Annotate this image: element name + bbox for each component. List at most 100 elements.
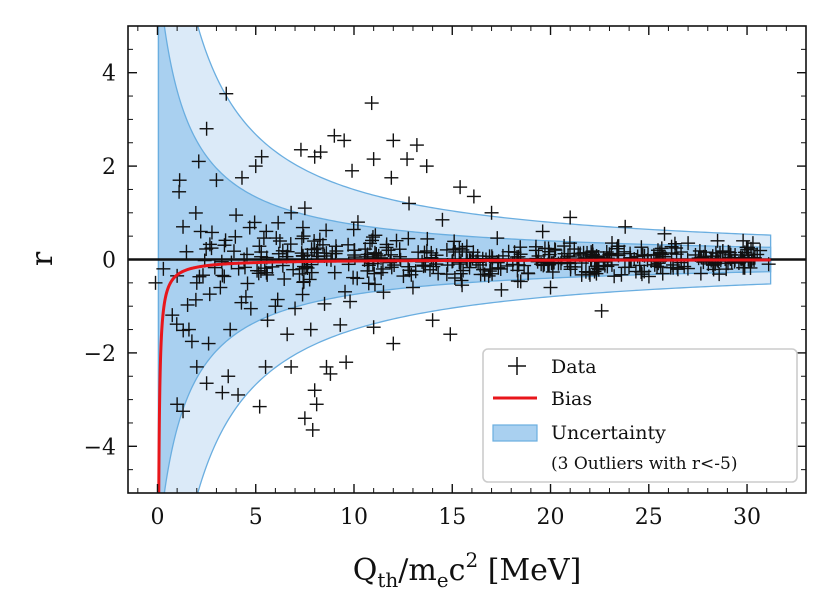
data-point [364,96,379,111]
data-point [456,263,471,278]
data-point [234,170,249,185]
data-point [405,280,420,295]
data-point [747,250,762,265]
data-point [425,313,440,328]
data-point [295,287,310,302]
data-point [528,239,543,254]
data-point [521,266,536,281]
data-point [327,265,342,280]
data-point [484,205,499,220]
legend-label-data: Data [551,356,597,378]
data-point [148,275,163,290]
data-point [401,231,416,246]
bias-curve [157,258,771,493]
data-point [343,294,358,309]
plot-area [128,26,806,493]
data-point [297,411,312,426]
data-point [202,287,217,302]
data-point [379,237,394,252]
data-point [234,295,249,310]
data-point [482,264,497,279]
data-point [284,359,299,374]
data-point [453,180,468,195]
data-point [431,266,446,281]
data-point [317,296,332,311]
data-point [366,320,381,335]
data-point [681,236,696,251]
y-tick-label: −4 [84,435,116,460]
data-point [176,323,191,338]
x-axis-ticks: 0 5 10 15 20 25 30 [137,26,807,530]
data-point [374,265,389,280]
y-tick-label: 0 [102,249,116,274]
data-point [376,285,391,300]
data-point [664,245,679,260]
data-point [594,303,609,318]
data-point [319,246,334,261]
data-point [345,163,360,178]
data-point [396,269,411,284]
data-point [189,275,204,290]
data-point [204,225,219,240]
data-point [392,242,407,257]
data-point [319,223,334,238]
data-point [223,322,238,337]
data-point [243,301,258,316]
data-point [409,138,424,153]
data-point [607,269,622,284]
data-point [284,205,299,220]
data-point [657,226,672,241]
data-point [542,244,557,259]
data-point [462,260,477,275]
data-point [307,383,322,398]
data-point [367,277,382,292]
data-point [333,317,348,332]
data-point [165,308,180,323]
data-point [694,250,709,265]
data-point [610,239,625,254]
data-point [365,230,380,245]
data-point [283,237,298,252]
data-point [169,317,184,332]
data-point [389,233,404,248]
data-point [368,228,383,243]
data-point [215,385,230,400]
data-point [199,376,214,391]
data-point [181,322,196,337]
data-point [513,274,528,289]
data-point [189,359,204,374]
data-point [305,422,320,437]
data-point [228,229,243,244]
data-point [191,154,206,169]
data-point [721,244,736,259]
data-point [280,327,295,342]
data-point [338,284,353,299]
data-point [424,250,439,265]
data-point [260,313,275,328]
data-point [617,244,632,259]
data-point [402,196,417,211]
data-point [188,292,203,307]
data-point [386,133,401,148]
data-point [156,261,171,276]
data-point [339,355,354,370]
data-point [634,240,649,255]
data-point [294,231,309,246]
data-point [201,336,216,351]
data-point [545,265,560,280]
data-point [655,266,670,281]
legend-data-marker [508,357,526,375]
data-point [303,322,318,337]
data-point [614,267,629,282]
data-point [204,241,219,256]
data-point [341,237,356,252]
y-tick-label: 4 [102,62,116,87]
x-tick-label: 15 [438,505,466,530]
data-point [736,260,751,275]
data-point [419,159,434,174]
x-axis-title: Qth/mec2 [MeV] [353,548,582,592]
data-point [591,262,606,277]
data-point [653,260,668,275]
data-point [179,244,194,259]
